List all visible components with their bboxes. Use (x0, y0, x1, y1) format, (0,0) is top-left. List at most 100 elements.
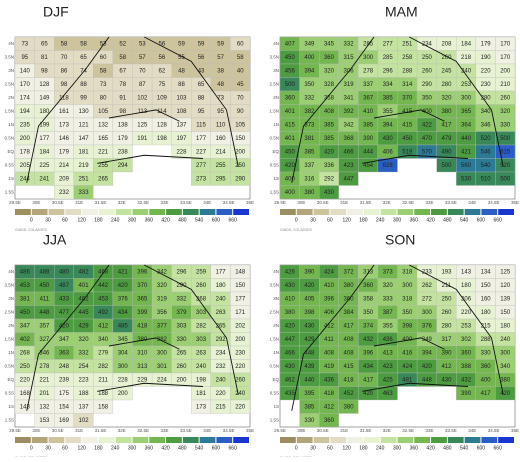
cell-value: 300 (363, 55, 374, 61)
cell-value: 244 (20, 176, 31, 182)
cell-value: 430 (285, 283, 296, 289)
cell-value: 417 (363, 377, 374, 383)
cell-value: 302 (461, 337, 472, 343)
cell-value: 452 (344, 391, 355, 397)
cell-value: 179 (59, 149, 70, 155)
cell-value: 178 (20, 149, 31, 155)
cell-value: 240 (235, 391, 246, 397)
cell-value: 58 (119, 55, 126, 61)
cell-value: 147 (79, 136, 90, 142)
cell-value: 277 (383, 41, 394, 47)
cell-value: 58 (237, 55, 244, 61)
x-axis-label: 30E (297, 200, 305, 205)
y-axis-label: 2.5N (269, 309, 279, 314)
cell-value: 250 (441, 296, 452, 302)
cell-value: 188 (98, 391, 109, 397)
cell-value: 125 (137, 122, 148, 128)
cell-value: 394 (304, 68, 315, 74)
x-axis-label: 33E (426, 428, 434, 433)
cell-value: 233 (422, 269, 433, 275)
cell-value: 316 (304, 176, 315, 182)
colorbar-label: 180 (94, 217, 103, 223)
cell-value: 169 (59, 418, 70, 424)
cell-value: 396 (324, 296, 335, 302)
cell-value: 191 (137, 136, 148, 142)
cell-value: 421 (118, 269, 129, 275)
cell-value: 350 (402, 310, 413, 316)
cell-value: 290 (235, 176, 246, 182)
colorbar-label: 0 (30, 445, 33, 451)
cell-value: 87 (139, 82, 146, 88)
cell-value: 420 (304, 283, 315, 289)
colorbar-box (31, 209, 48, 215)
colorbar-label: 480 (443, 217, 452, 223)
cell-value: 415 (402, 122, 413, 128)
cell-value: 358 (363, 296, 374, 302)
y-axis-label: 4N (8, 41, 14, 46)
cell-value: 445 (79, 310, 90, 316)
cell-value: 260 (422, 68, 433, 74)
cell-value: 73 (100, 82, 107, 88)
x-axis-label: 32E (383, 200, 391, 205)
cell-value: 402 (20, 337, 31, 343)
cell-value: 171 (235, 310, 246, 316)
cell-value: 48 (217, 82, 224, 88)
cell-value: 330 (304, 418, 315, 424)
cell-value: 170 (500, 41, 511, 47)
cell-value: 360 (461, 350, 472, 356)
colorbar-label: 420 (161, 445, 170, 451)
cell-value: 479 (441, 136, 452, 142)
cell-value: 227 (196, 149, 207, 155)
cell-value: 251 (402, 41, 413, 47)
cell-value: 58 (80, 41, 87, 47)
cell-value: 448 (304, 350, 315, 356)
y-axis-label: 1.5S (270, 417, 279, 422)
cell-value: 520 (481, 136, 492, 142)
cell-value: 99 (80, 95, 87, 101)
colorbar-box (397, 209, 414, 215)
cell-value: 184 (39, 149, 50, 155)
cell-value: 420 (118, 283, 129, 289)
colorbar-label: 360 (145, 445, 154, 451)
cell-value: 398 (304, 310, 315, 316)
grid-cell (230, 171, 251, 186)
y-axis-label: 3N (273, 68, 279, 73)
cell-value: 175 (59, 391, 70, 397)
cell-value: 435 (285, 391, 296, 397)
cell-value: 426 (285, 269, 296, 275)
cell-value: 439 (304, 364, 315, 370)
colorbar-box (199, 437, 216, 443)
cell-value: 628 (383, 163, 394, 169)
cell-value: 380 (441, 109, 452, 115)
colorbar-box (347, 209, 363, 215)
cell-value: 434 (363, 364, 374, 370)
x-axis-label: 31.5E (95, 428, 107, 433)
cell-value: 373 (304, 122, 315, 128)
cell-value: 150 (235, 136, 246, 142)
cell-value: 520 (500, 163, 511, 169)
cell-value: 149 (39, 95, 50, 101)
colorbar-label: 480 (443, 445, 452, 451)
cell-value: 300 (118, 364, 129, 370)
cell-value: 262 (422, 283, 433, 289)
cell-value: 376 (422, 323, 433, 329)
cell-value: 260 (441, 310, 452, 316)
cell-value: 259 (196, 269, 207, 275)
cell-value: 292 (324, 176, 335, 182)
cell-value: 301 (157, 364, 168, 370)
colorbar-label: 600 (477, 445, 486, 451)
y-axis-label: 1N (273, 122, 279, 127)
cell-value: 385 (324, 122, 335, 128)
cell-value: 376 (118, 296, 129, 302)
cell-value: 88 (80, 82, 87, 88)
cell-value: 415 (344, 364, 355, 370)
y-axis-label: 1S (273, 404, 279, 409)
cell-value: 401 (79, 283, 90, 289)
cell-value: 279 (98, 350, 109, 356)
cell-value: 410 (285, 296, 296, 302)
cell-value: 332 (304, 95, 315, 101)
cell-value: 346 (481, 122, 492, 128)
cell-value: 360 (324, 55, 335, 61)
cell-value: 128 (39, 82, 50, 88)
cell-value: 177 (39, 136, 50, 142)
